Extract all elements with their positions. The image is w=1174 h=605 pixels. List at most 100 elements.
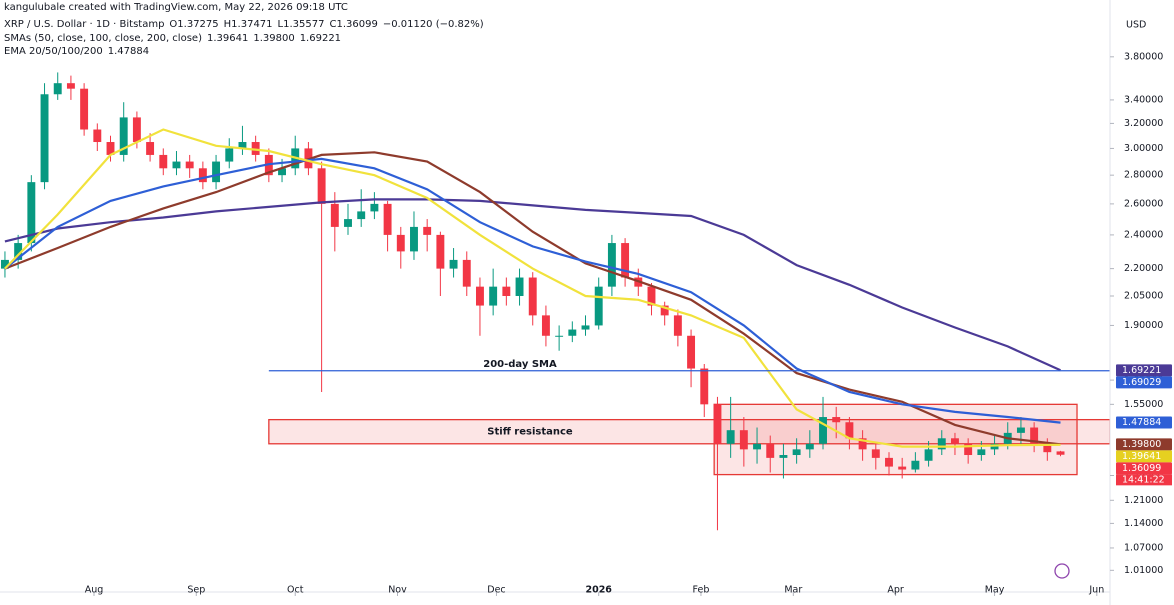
candle-body — [713, 404, 722, 444]
header: kangulubale created with TradingView.com… — [4, 2, 484, 57]
candle-body — [832, 417, 841, 423]
x-tick-label: Mar — [784, 585, 802, 596]
candle-body — [660, 305, 669, 316]
candle-body — [344, 219, 352, 227]
header-text: 1.39800 — [253, 33, 294, 44]
replay-icon[interactable] — [1054, 563, 1070, 579]
candle-body — [819, 417, 827, 444]
ma-line — [4, 157, 1061, 424]
price-badge-label: 1.69221 — [1122, 365, 1161, 376]
x-tick-label: Apr — [887, 585, 904, 596]
candle-body — [489, 286, 498, 306]
candle-body — [119, 117, 128, 155]
x-tick-label: Nov — [388, 585, 407, 596]
candle-body — [779, 455, 788, 458]
candle-body — [977, 449, 986, 456]
header-text: XRP / U.S. Dollar · 1D · Bitstamp — [4, 19, 164, 30]
candle-body — [1056, 451, 1065, 455]
candle-body — [594, 286, 603, 326]
y-tick-label: 2.60000 — [1124, 198, 1163, 209]
attribution: kangulubale created with TradingView.com… — [4, 2, 348, 13]
ma-line — [4, 151, 1061, 446]
candle-body — [726, 430, 735, 444]
y-tick-label: 3.00000 — [1124, 143, 1163, 154]
zone-label: Stiff resistance — [487, 427, 573, 438]
header-text: H1.37471 — [224, 19, 273, 30]
price-badge-label: 1.47884 — [1122, 417, 1161, 428]
candle-body — [621, 243, 630, 278]
header-text: −0.01120 (−0.82%) — [383, 19, 484, 30]
candle-body — [172, 161, 181, 169]
ma-line — [4, 128, 1061, 448]
header-text: C1.36099 — [329, 19, 377, 30]
price-badge-label: 1.36099 — [1122, 463, 1161, 474]
candle-body — [330, 203, 339, 227]
candle-body — [647, 286, 656, 306]
x-tick-label: May — [985, 585, 1005, 596]
x-tick-label: Sep — [187, 585, 205, 596]
candle-body — [40, 94, 49, 183]
price-badge — [1116, 364, 1172, 377]
y-tick-label: 1.90000 — [1124, 320, 1163, 331]
candle-body — [317, 168, 326, 204]
candle-body — [700, 368, 709, 405]
candle-body — [885, 457, 893, 467]
candle-body — [739, 430, 748, 450]
x-tick-label: Oct — [287, 585, 304, 596]
zone — [268, 418, 1110, 445]
candle-body — [555, 335, 564, 337]
x-tick-label: Dec — [487, 585, 505, 596]
candle-body — [845, 422, 854, 439]
y-tick-label: 2.20000 — [1124, 263, 1163, 274]
candle-body — [449, 259, 458, 269]
candle-body — [937, 438, 946, 450]
price-badge-label: 1.39800 — [1122, 439, 1161, 450]
price-badge-label: 1.39641 — [1122, 451, 1161, 462]
candle-body — [753, 443, 762, 450]
candle-body — [541, 315, 550, 336]
x-tick-label: Jun — [1088, 585, 1104, 596]
countdown-badge — [1116, 474, 1172, 486]
header-text: 1.69221 — [300, 33, 341, 44]
candle-body — [858, 438, 867, 450]
candle-body — [251, 142, 260, 155]
price-badge — [1116, 438, 1172, 451]
y-tick-label: 1.01000 — [1124, 565, 1163, 576]
candle-body — [132, 117, 141, 143]
candle-body — [423, 226, 432, 235]
y-tick-label: 3.20000 — [1124, 118, 1163, 129]
candle-body — [462, 259, 471, 287]
candle-body — [80, 88, 89, 130]
price-badge — [1116, 376, 1172, 389]
candle-body — [568, 329, 577, 336]
candle-body — [964, 443, 973, 456]
y-tick-label: 2.40000 — [1124, 229, 1163, 240]
candle-body — [951, 438, 959, 444]
candle-body — [924, 449, 933, 461]
y-tick-label: 2.05000 — [1124, 290, 1163, 301]
candle-body — [1030, 427, 1039, 444]
y-tick-label: 2.80000 — [1124, 170, 1163, 181]
candle-body — [410, 226, 418, 252]
candle-body — [146, 142, 155, 155]
y-tick-label: 1.14000 — [1124, 518, 1163, 529]
candle-body — [106, 142, 115, 155]
header-text: SMAs (50, close, 100, close, 200, close) — [4, 33, 202, 44]
candle-body — [1016, 427, 1025, 433]
candle-body — [528, 277, 537, 316]
candle-body — [370, 203, 379, 212]
y-tick-label: 1.55000 — [1124, 399, 1163, 410]
currency: USD — [1126, 20, 1146, 31]
x-tick-label: Feb — [693, 585, 710, 596]
header-text: EMA 20/50/100/200 — [4, 46, 103, 57]
y-tick-label: 1.07000 — [1124, 542, 1163, 553]
candle-body — [93, 129, 102, 143]
candle-body — [27, 182, 36, 244]
candle-body — [502, 286, 511, 296]
candle-body — [581, 325, 590, 330]
header-text: L1.35577 — [278, 19, 325, 30]
ma-line — [4, 198, 1061, 372]
candle-body — [515, 277, 524, 296]
